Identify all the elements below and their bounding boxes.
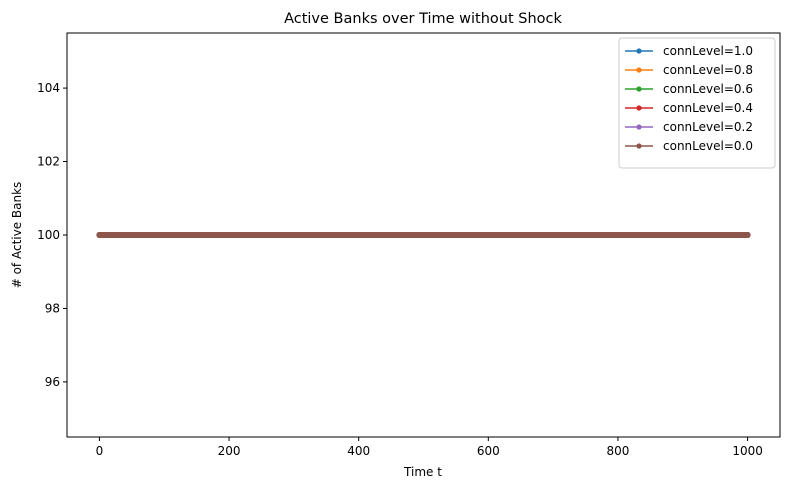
- legend-label-2: connLevel=0.6: [663, 82, 753, 96]
- legend-marker-3: [636, 105, 642, 111]
- y-tick-label: 104: [37, 81, 60, 95]
- legend-marker-1: [636, 67, 642, 73]
- legend-marker-2: [636, 86, 642, 92]
- legend-box: [618, 37, 776, 169]
- chart-title: Active Banks over Time without Shock: [284, 11, 562, 27]
- legend-marker-4: [636, 124, 642, 130]
- legend-label-4: connLevel=0.2: [663, 120, 753, 134]
- legend-label-3: connLevel=0.4: [663, 101, 753, 115]
- x-tick-label: 800: [607, 444, 630, 458]
- x-tick-label: 0: [96, 444, 104, 458]
- legend-marker-0: [636, 48, 642, 54]
- x-axis-label: Time t: [403, 465, 442, 479]
- y-tick-label: 100: [37, 228, 60, 242]
- legend-label-1: connLevel=0.8: [663, 63, 753, 77]
- x-tick-label: 200: [218, 444, 241, 458]
- y-axis-label: # of Active Banks: [10, 182, 24, 289]
- y-tick-label: 102: [37, 155, 60, 169]
- y-tick-label: 98: [45, 301, 60, 315]
- x-tick-label: 400: [347, 444, 370, 458]
- y-tick-label: 96: [45, 375, 60, 389]
- x-tick-label: 1000: [732, 444, 763, 458]
- legend-label-5: connLevel=0.0: [663, 139, 753, 153]
- legend-label-0: connLevel=1.0: [663, 44, 753, 58]
- x-tick-label: 600: [477, 444, 500, 458]
- legend-marker-5: [636, 143, 642, 149]
- legend: connLevel=1.0 connLevel=0.8 connLevel=0.6 c…: [618, 37, 776, 169]
